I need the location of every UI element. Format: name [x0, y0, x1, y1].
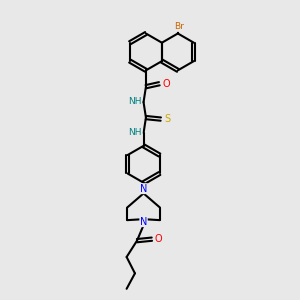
Text: N: N [140, 217, 147, 226]
Text: O: O [154, 234, 162, 244]
Text: N: N [140, 184, 147, 194]
Text: NH: NH [128, 128, 142, 137]
Text: Br: Br [174, 22, 184, 32]
Text: NH: NH [128, 97, 141, 106]
Text: S: S [164, 114, 170, 124]
Text: O: O [162, 79, 170, 89]
